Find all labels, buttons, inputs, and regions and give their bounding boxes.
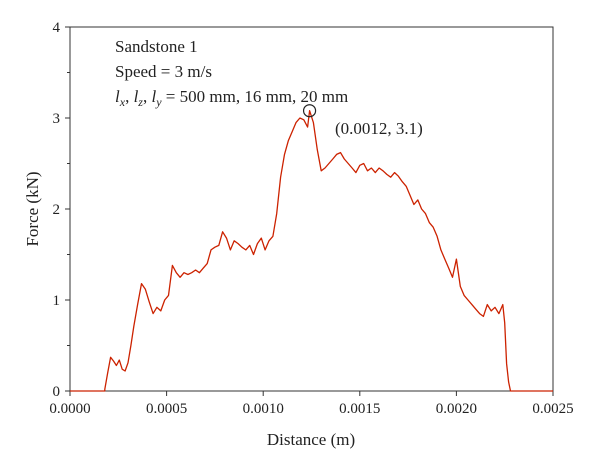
dim-l-x: l	[115, 87, 120, 106]
peak-label: (0.0012, 3.1)	[335, 119, 423, 138]
dim-sub-y: y	[155, 95, 162, 109]
dim-l-z: l	[134, 87, 139, 106]
x-tick-label: 0.0020	[436, 401, 477, 417]
dim-sub-z: z	[137, 95, 143, 109]
y-tick-label: 2	[53, 202, 61, 218]
x-axis-title: Distance (m)	[267, 430, 355, 449]
dim-sub-x: x	[119, 95, 126, 109]
series-line	[70, 110, 553, 392]
x-tick-label: 0.0025	[532, 401, 573, 417]
annotation-speed: Speed = 3 m/s	[115, 62, 212, 81]
x-tick-label: 0.0000	[49, 401, 90, 417]
x-tick-label: 0.0010	[243, 401, 284, 417]
y-tick-label: 3	[53, 111, 61, 127]
annotation-material: Sandstone 1	[115, 37, 198, 56]
dim-sep-2: ,	[143, 87, 152, 106]
dim-values: = 500 mm, 16 mm, 20 mm	[162, 87, 349, 106]
y-tick-label: 4	[53, 20, 61, 36]
y-axis: 0 1 2 3 4	[53, 20, 70, 400]
y-tick-label: 1	[53, 293, 61, 309]
y-axis-title: Force (kN)	[23, 171, 42, 246]
x-tick-label: 0.0015	[339, 401, 380, 417]
dim-sep-1: ,	[125, 87, 134, 106]
dim-l-y: l	[151, 87, 156, 106]
plot-frame	[69, 26, 554, 392]
y-tick-label: 0	[53, 384, 61, 400]
annotation-dimensions: lx, lz, ly = 500 mm, 16 mm, 20 mm	[115, 87, 348, 109]
x-axis: 0.0000 0.0005 0.0010 0.0015 0.0020 0.0025	[49, 391, 574, 417]
x-tick-label: 0.0005	[146, 401, 187, 417]
peak-marker	[302, 104, 317, 118]
